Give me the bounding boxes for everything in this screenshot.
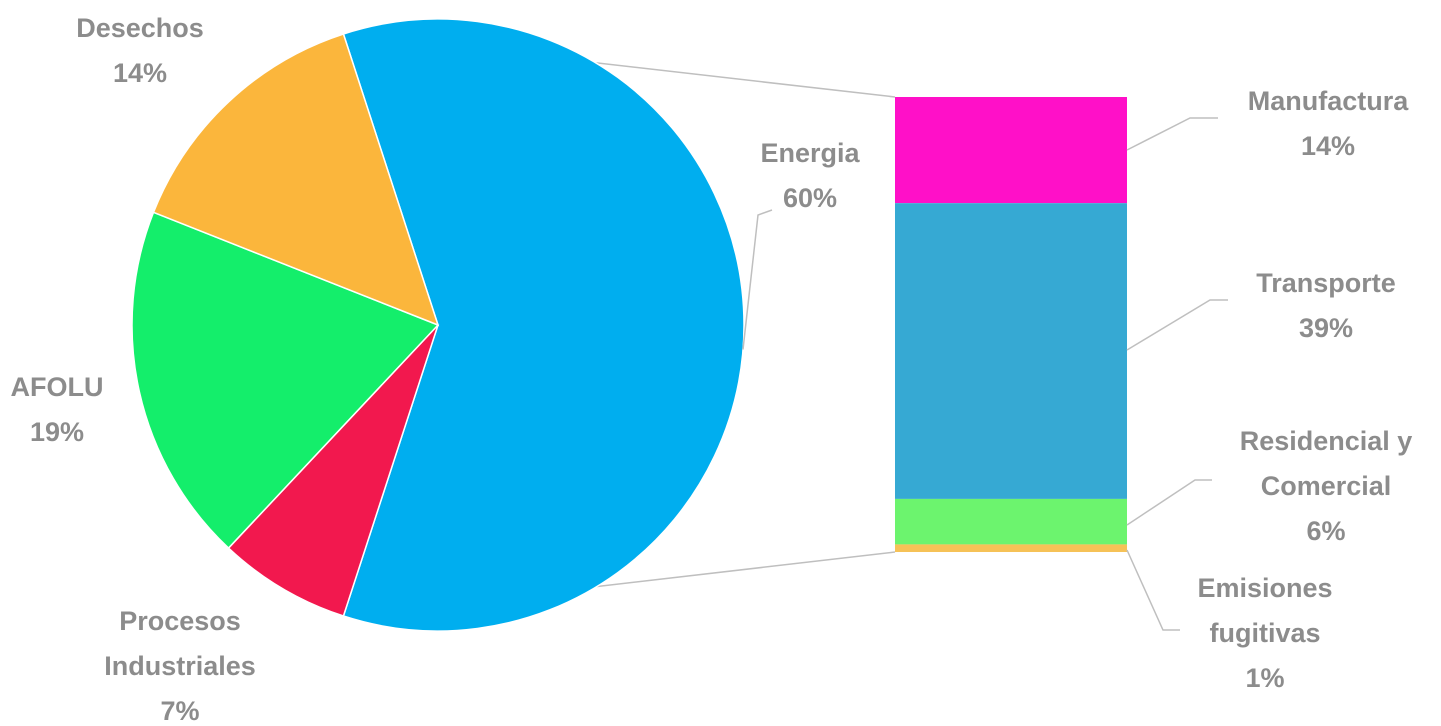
pie-label-afolu: AFOLU 19%	[11, 372, 104, 447]
bar-segment-emisiones-fugitivas	[895, 544, 1127, 552]
pie-slice-afolu	[131, 211, 440, 550]
leader-lines	[742, 117, 1228, 631]
pie-slice-energia	[342, 18, 745, 632]
data-labels: Energia 60% Procesos Industriales 7% AFOLU 19%…	[11, 13, 1413, 726]
leader-line-manufactura	[1126, 117, 1218, 151]
leader-line-transporte	[1126, 299, 1228, 351]
pie-label-energia: Energia 60%	[760, 138, 860, 213]
leader-line-energia	[742, 209, 773, 350]
bar-label-transporte: Transporte 39%	[1256, 268, 1396, 343]
pie-slice-procesos-industriales	[227, 324, 439, 617]
pie-slice-desechos	[152, 33, 440, 327]
leader-line-emisiones-fugitivas	[1126, 549, 1180, 631]
pie	[131, 18, 745, 632]
pie-label-procesos-industriales: Procesos Industriales 7%	[104, 606, 256, 726]
leader-line-residencial-y-comercial	[1126, 479, 1212, 526]
bar-segment-residencial-y-comercial	[895, 498, 1127, 545]
bar-label-emisiones-fugitivas: Emisiones fugitivas 1%	[1197, 573, 1332, 693]
bar-segment-transporte	[895, 203, 1127, 499]
stacked-bar	[895, 97, 1127, 552]
bar-label-residencial-y-comercial: Residencial y Comercial 6%	[1240, 426, 1413, 546]
pie-label-desechos: Desechos 14%	[76, 13, 204, 88]
bar-label-manufactura: Manufactura 14%	[1248, 86, 1410, 161]
bar-segment-manufactura	[895, 97, 1127, 204]
